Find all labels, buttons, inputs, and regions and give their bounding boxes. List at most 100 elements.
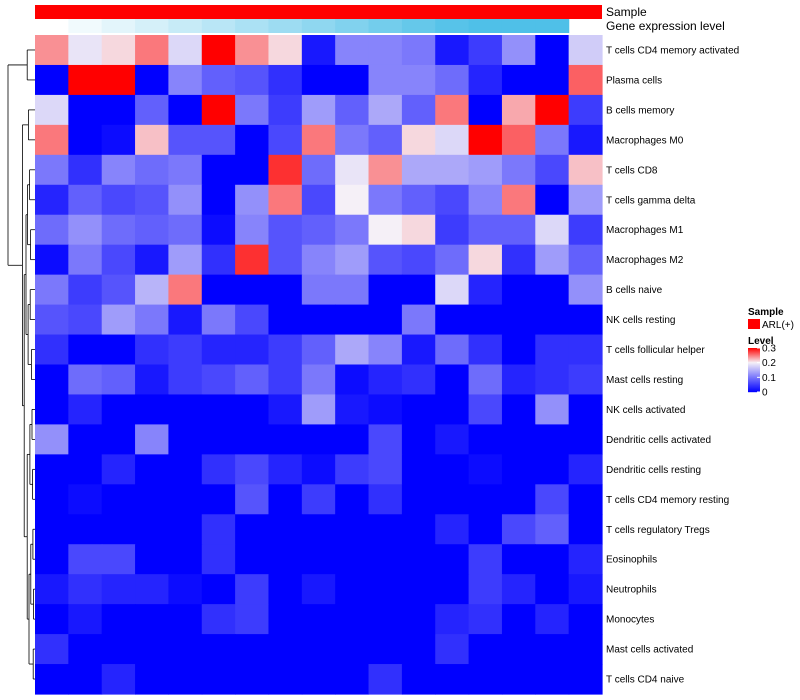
- heatmap-cell: [401, 214, 436, 246]
- heatmap-cell: [401, 304, 436, 336]
- heatmap-cell: [35, 394, 69, 426]
- heatmap-cell: [568, 664, 603, 695]
- heatmap-cell: [501, 544, 536, 575]
- heatmap-cell: [101, 94, 136, 126]
- heatmap-cell: [468, 634, 503, 665]
- legend-level-gradient-step: [748, 361, 760, 363]
- heatmap-cell: [201, 334, 236, 366]
- heatmap-cell: [468, 154, 503, 186]
- heatmap-cell: [468, 664, 503, 695]
- heatmap-cell: [468, 35, 503, 66]
- heatmap-cell: [101, 664, 136, 695]
- heatmap-cell: [368, 634, 403, 665]
- heatmap-cell: [301, 94, 336, 126]
- heatmap-cell: [401, 64, 436, 96]
- heatmap-cell: [335, 184, 370, 216]
- heatmap-cell: [168, 154, 203, 186]
- heatmap-cell: [68, 124, 103, 156]
- heatmap-cell: [435, 364, 470, 396]
- heatmap-cell: [35, 664, 69, 695]
- row-label: T cells CD8: [606, 165, 658, 176]
- heatmap-cell: [101, 274, 136, 306]
- heatmap-cell: [368, 514, 403, 545]
- heatmap-cell: [368, 664, 403, 695]
- row-label: T cells gamma delta: [606, 195, 696, 206]
- heatmap-cell: [368, 424, 403, 455]
- heatmap-cell: [535, 154, 570, 186]
- heatmap-cell: [35, 424, 69, 455]
- legend-level-gradient-step: [748, 386, 760, 388]
- row-label: B cells naive: [606, 285, 663, 296]
- heatmap-cell: [68, 634, 103, 665]
- heatmap-cell: [101, 35, 136, 66]
- heatmap-cell: [535, 604, 570, 635]
- heatmap-cell: [368, 484, 403, 515]
- row-label: Macrophages M1: [606, 225, 684, 236]
- heatmap-cell: [101, 64, 136, 96]
- heatmap-cell: [135, 334, 170, 366]
- heatmap-cell: [135, 484, 170, 515]
- heatmap-cell: [435, 514, 470, 545]
- heatmap-cell: [101, 544, 136, 575]
- heatmap-cell: [568, 124, 603, 156]
- heatmap-cell: [501, 154, 536, 186]
- heatmap-cell: [301, 484, 336, 515]
- annotation-cell-expression: [235, 19, 270, 33]
- annotation-cell-expression: [135, 19, 170, 33]
- heatmap-cell: [335, 544, 370, 575]
- legend-level-gradient-step: [748, 366, 760, 368]
- legend-level-gradient-step: [748, 360, 760, 362]
- heatmap-cell: [68, 454, 103, 485]
- heatmap-cell: [201, 514, 236, 545]
- legend-level-gradient-step: [748, 350, 760, 352]
- row-labels: T cells CD4 memory activated Plasma cells…: [606, 45, 739, 685]
- heatmap-cell: [168, 184, 203, 216]
- heatmap-cell: [501, 124, 536, 156]
- legend-level-gradient-step: [748, 354, 760, 356]
- heatmap-cell: [468, 544, 503, 575]
- heatmap-cell: [535, 274, 570, 306]
- heatmap-cell: [201, 274, 236, 306]
- annotation-cell-expression: [435, 19, 470, 33]
- heatmap-cell: [368, 604, 403, 635]
- heatmap-cell: [235, 244, 270, 276]
- legend-level-gradient-step: [748, 382, 760, 384]
- annotation-cell-expression: [335, 19, 370, 33]
- heatmap-cell: [135, 514, 170, 545]
- heatmap-cell: [235, 454, 270, 485]
- legend-level-gradient-step: [748, 351, 760, 353]
- heatmap-cell: [435, 604, 470, 635]
- heatmap-cell: [68, 94, 103, 126]
- heatmap-cell: [435, 244, 470, 276]
- heatmap-cell: [335, 454, 370, 485]
- heatmap-cell: [468, 64, 503, 96]
- heatmap-cell: [401, 364, 436, 396]
- heatmap-cell: [335, 334, 370, 366]
- legend-level-gradient-step: [748, 374, 760, 376]
- heatmap-cell: [235, 334, 270, 366]
- heatmap-cell: [268, 35, 303, 66]
- heatmap-cell: [68, 304, 103, 336]
- heatmap-cell: [568, 544, 603, 575]
- heatmap-cell: [435, 664, 470, 695]
- annotation-cell-expression: [401, 19, 436, 33]
- heatmap-cell: [301, 544, 336, 575]
- heatmap-cell: [301, 424, 336, 455]
- heatmap-cell: [235, 544, 270, 575]
- heatmap-cell: [435, 424, 470, 455]
- heatmap-cell: [501, 94, 536, 126]
- heatmap-cell: [568, 35, 603, 66]
- heatmap-cell: [335, 424, 370, 455]
- heatmap-cell: [368, 544, 403, 575]
- heatmap-cell: [535, 124, 570, 156]
- heatmap-cell: [135, 604, 170, 635]
- heatmap-cell: [468, 214, 503, 246]
- annotation-cell-expression: [268, 19, 303, 33]
- heatmap-cell: [568, 274, 603, 306]
- legend-level-gradient-step: [748, 358, 760, 360]
- legend-level-tick-label: 0: [762, 388, 768, 399]
- heatmap-cell: [335, 304, 370, 336]
- legend-level-gradient-step: [748, 369, 760, 371]
- heatmap-cell: [568, 64, 603, 96]
- heatmap-cell: [535, 574, 570, 605]
